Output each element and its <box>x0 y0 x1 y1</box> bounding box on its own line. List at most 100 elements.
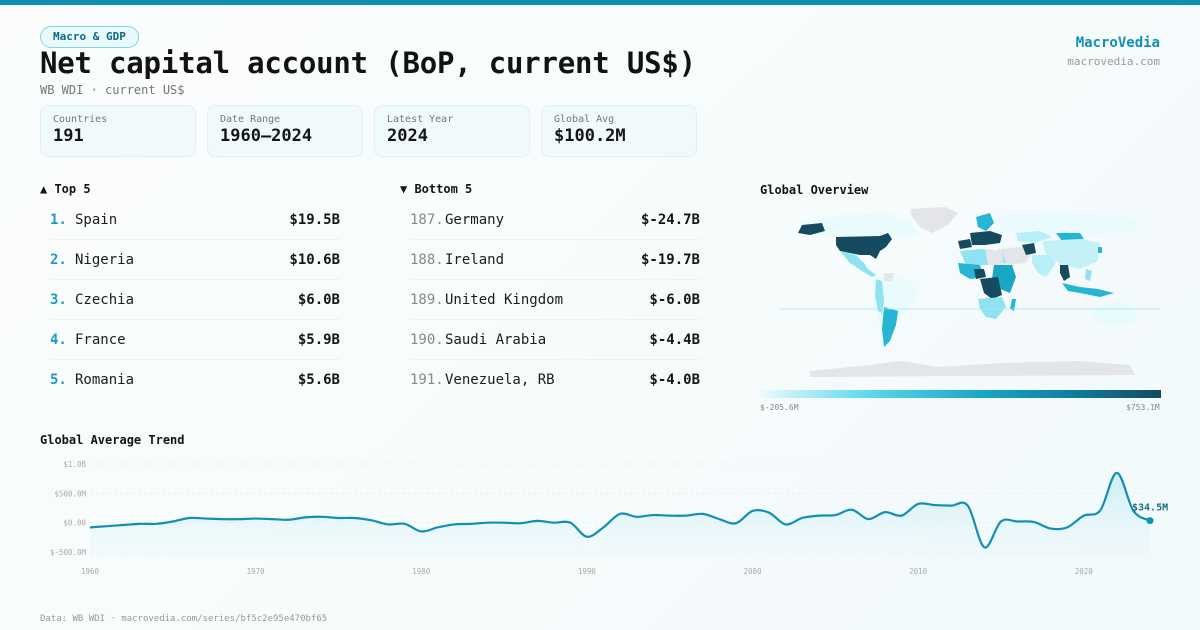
map-heading: Global Overview <box>760 183 869 197</box>
region-indonesia[interactable] <box>1062 283 1114 297</box>
region-mexico[interactable] <box>840 251 876 277</box>
country-name: United Kingdom <box>445 292 564 308</box>
metric-value: $100.2M <box>554 126 626 146</box>
category-tag[interactable]: Macro & GDP <box>40 26 139 48</box>
svg-text:1970: 1970 <box>247 567 266 576</box>
country-name: France <box>75 332 126 348</box>
region-southern-africa[interactable] <box>978 297 1006 319</box>
svg-text:1960: 1960 <box>81 567 100 576</box>
rank: 4. <box>50 332 67 348</box>
metric-label: Countries <box>53 114 108 125</box>
region-libya-egypt[interactable] <box>985 249 1004 265</box>
region-spain[interactable] <box>958 239 972 249</box>
trend-line[interactable] <box>89 471 1151 549</box>
region-europe-west[interactable] <box>970 231 1002 245</box>
country-name: Romania <box>75 372 135 388</box>
metric-card-date-range: Date Range 1960–2024 <box>207 105 363 157</box>
svg-text:$-500.0M: $-500.0M <box>50 548 87 557</box>
country-value: $5.6B <box>297 372 340 388</box>
region-alaska[interactable] <box>798 223 825 235</box>
region-korea[interactable] <box>1098 247 1102 253</box>
top-5-heading: ▲ Top 5 <box>40 182 91 196</box>
list-item[interactable]: 191. Venezuela, RB $-4.0B <box>410 360 700 400</box>
region-scandinavia[interactable] <box>976 213 994 231</box>
metric-label: Date Range <box>220 114 281 125</box>
region-australia[interactable] <box>1092 301 1136 327</box>
country-value: $-4.0B <box>649 372 700 388</box>
region-thailand[interactable] <box>1060 265 1070 281</box>
list-item[interactable]: 5. Romania $5.6B <box>50 360 340 400</box>
list-item[interactable]: 190. Saudi Arabia $-4.4B <box>410 320 700 360</box>
region-middle-east[interactable] <box>998 247 1032 265</box>
svg-text:1990: 1990 <box>578 567 597 576</box>
page-title: Net capital account (BoP, current US$) <box>40 46 696 80</box>
country-value: $-19.7B <box>640 252 700 268</box>
country-value: $-4.4B <box>649 332 700 348</box>
region-antarctica[interactable] <box>810 361 1135 377</box>
y-axis-ticks: $1.0B $500.0M $0.00 $-500.0M <box>50 460 87 557</box>
list-item[interactable]: 4. France $5.9B <box>50 320 340 360</box>
region-andes[interactable] <box>875 279 884 313</box>
brand: MacroVedia macrovedia.com <box>1067 35 1160 68</box>
country-value: $-24.7B <box>640 212 700 228</box>
region-greenland[interactable] <box>910 207 958 233</box>
svg-text:2000: 2000 <box>743 567 762 576</box>
rank: 189. <box>410 292 444 308</box>
metric-card-latest-year: Latest Year 2024 <box>374 105 530 157</box>
metric-value: 1960–2024 <box>220 126 313 146</box>
country-name: Czechia <box>75 292 135 308</box>
page-subtitle: WB WDI · current US$ <box>40 83 185 97</box>
svg-text:2020: 2020 <box>1075 567 1094 576</box>
region-india[interactable] <box>1032 255 1056 277</box>
list-item[interactable]: 2. Nigeria $10.6B <box>50 240 340 280</box>
country-value: $6.0B <box>297 292 340 308</box>
region-usa[interactable] <box>836 233 892 259</box>
region-kazakhstan[interactable] <box>1016 231 1052 243</box>
region-canada[interactable] <box>800 213 920 237</box>
map-legend-gradient <box>760 390 1161 398</box>
footer-source: Data: WB WDI · macrovedia.com/series/bf5… <box>40 614 328 624</box>
region-central-africa[interactable] <box>980 277 1002 299</box>
rank: 5. <box>50 372 67 388</box>
list-item[interactable]: 3. Czechia $6.0B <box>50 280 340 320</box>
top-5-list: ▲ Top 5 1. Spain $19.5B 2. Nigeria $10.6… <box>40 181 340 401</box>
country-name: Nigeria <box>75 252 135 268</box>
list-item[interactable]: 1. Spain $19.5B <box>50 200 340 240</box>
region-nigeria[interactable] <box>974 269 986 279</box>
rank: 188. <box>410 252 444 268</box>
region-russia[interactable] <box>995 211 1145 237</box>
rank: 2. <box>50 252 67 268</box>
bottom-5-list: ▼ Bottom 5 187. Germany $-24.7B 188. Ire… <box>400 181 700 401</box>
brand-name[interactable]: MacroVedia <box>1075 35 1160 51</box>
country-value: $5.9B <box>297 332 340 348</box>
metric-card-countries: Countries 191 <box>40 105 196 157</box>
country-name: Spain <box>75 212 118 228</box>
region-afghanistan[interactable] <box>1022 243 1036 255</box>
country-name: Ireland <box>445 252 505 268</box>
brand-url[interactable]: macrovedia.com <box>1067 55 1160 68</box>
map-legend-min: $-205.6M <box>760 403 799 412</box>
region-madagascar[interactable] <box>1010 299 1016 311</box>
svg-text:$0.00: $0.00 <box>63 519 86 528</box>
region-china[interactable] <box>1042 239 1100 269</box>
svg-text:$1.0B: $1.0B <box>63 460 86 469</box>
region-venezuela[interactable] <box>884 273 894 281</box>
region-mongolia[interactable] <box>1056 233 1084 241</box>
region-philippines[interactable] <box>1085 269 1092 281</box>
metric-label: Global Avg <box>554 114 615 125</box>
country-name: Saudi Arabia <box>445 332 547 348</box>
list-item[interactable]: 187. Germany $-24.7B <box>410 200 700 240</box>
trend-area <box>90 472 1150 558</box>
list-item[interactable]: 188. Ireland $-19.7B <box>410 240 700 280</box>
country-value: $-6.0B <box>649 292 700 308</box>
svg-text:1980: 1980 <box>412 567 431 576</box>
rank: 3. <box>50 292 67 308</box>
region-argentina[interactable] <box>882 307 898 347</box>
last-value-dot[interactable] <box>1146 517 1154 525</box>
list-item[interactable]: 189. United Kingdom $-6.0B <box>410 280 700 320</box>
world-choropleth-map[interactable] <box>780 203 1160 383</box>
svg-text:$500.0M: $500.0M <box>54 489 86 498</box>
metric-label: Latest Year <box>387 114 454 125</box>
trend-chart[interactable]: $1.0B $500.0M $0.00 $-500.0M 1960 1970 1980 19… <box>40 450 1180 580</box>
metric-card-global-avg: Global Avg $100.2M <box>541 105 697 157</box>
